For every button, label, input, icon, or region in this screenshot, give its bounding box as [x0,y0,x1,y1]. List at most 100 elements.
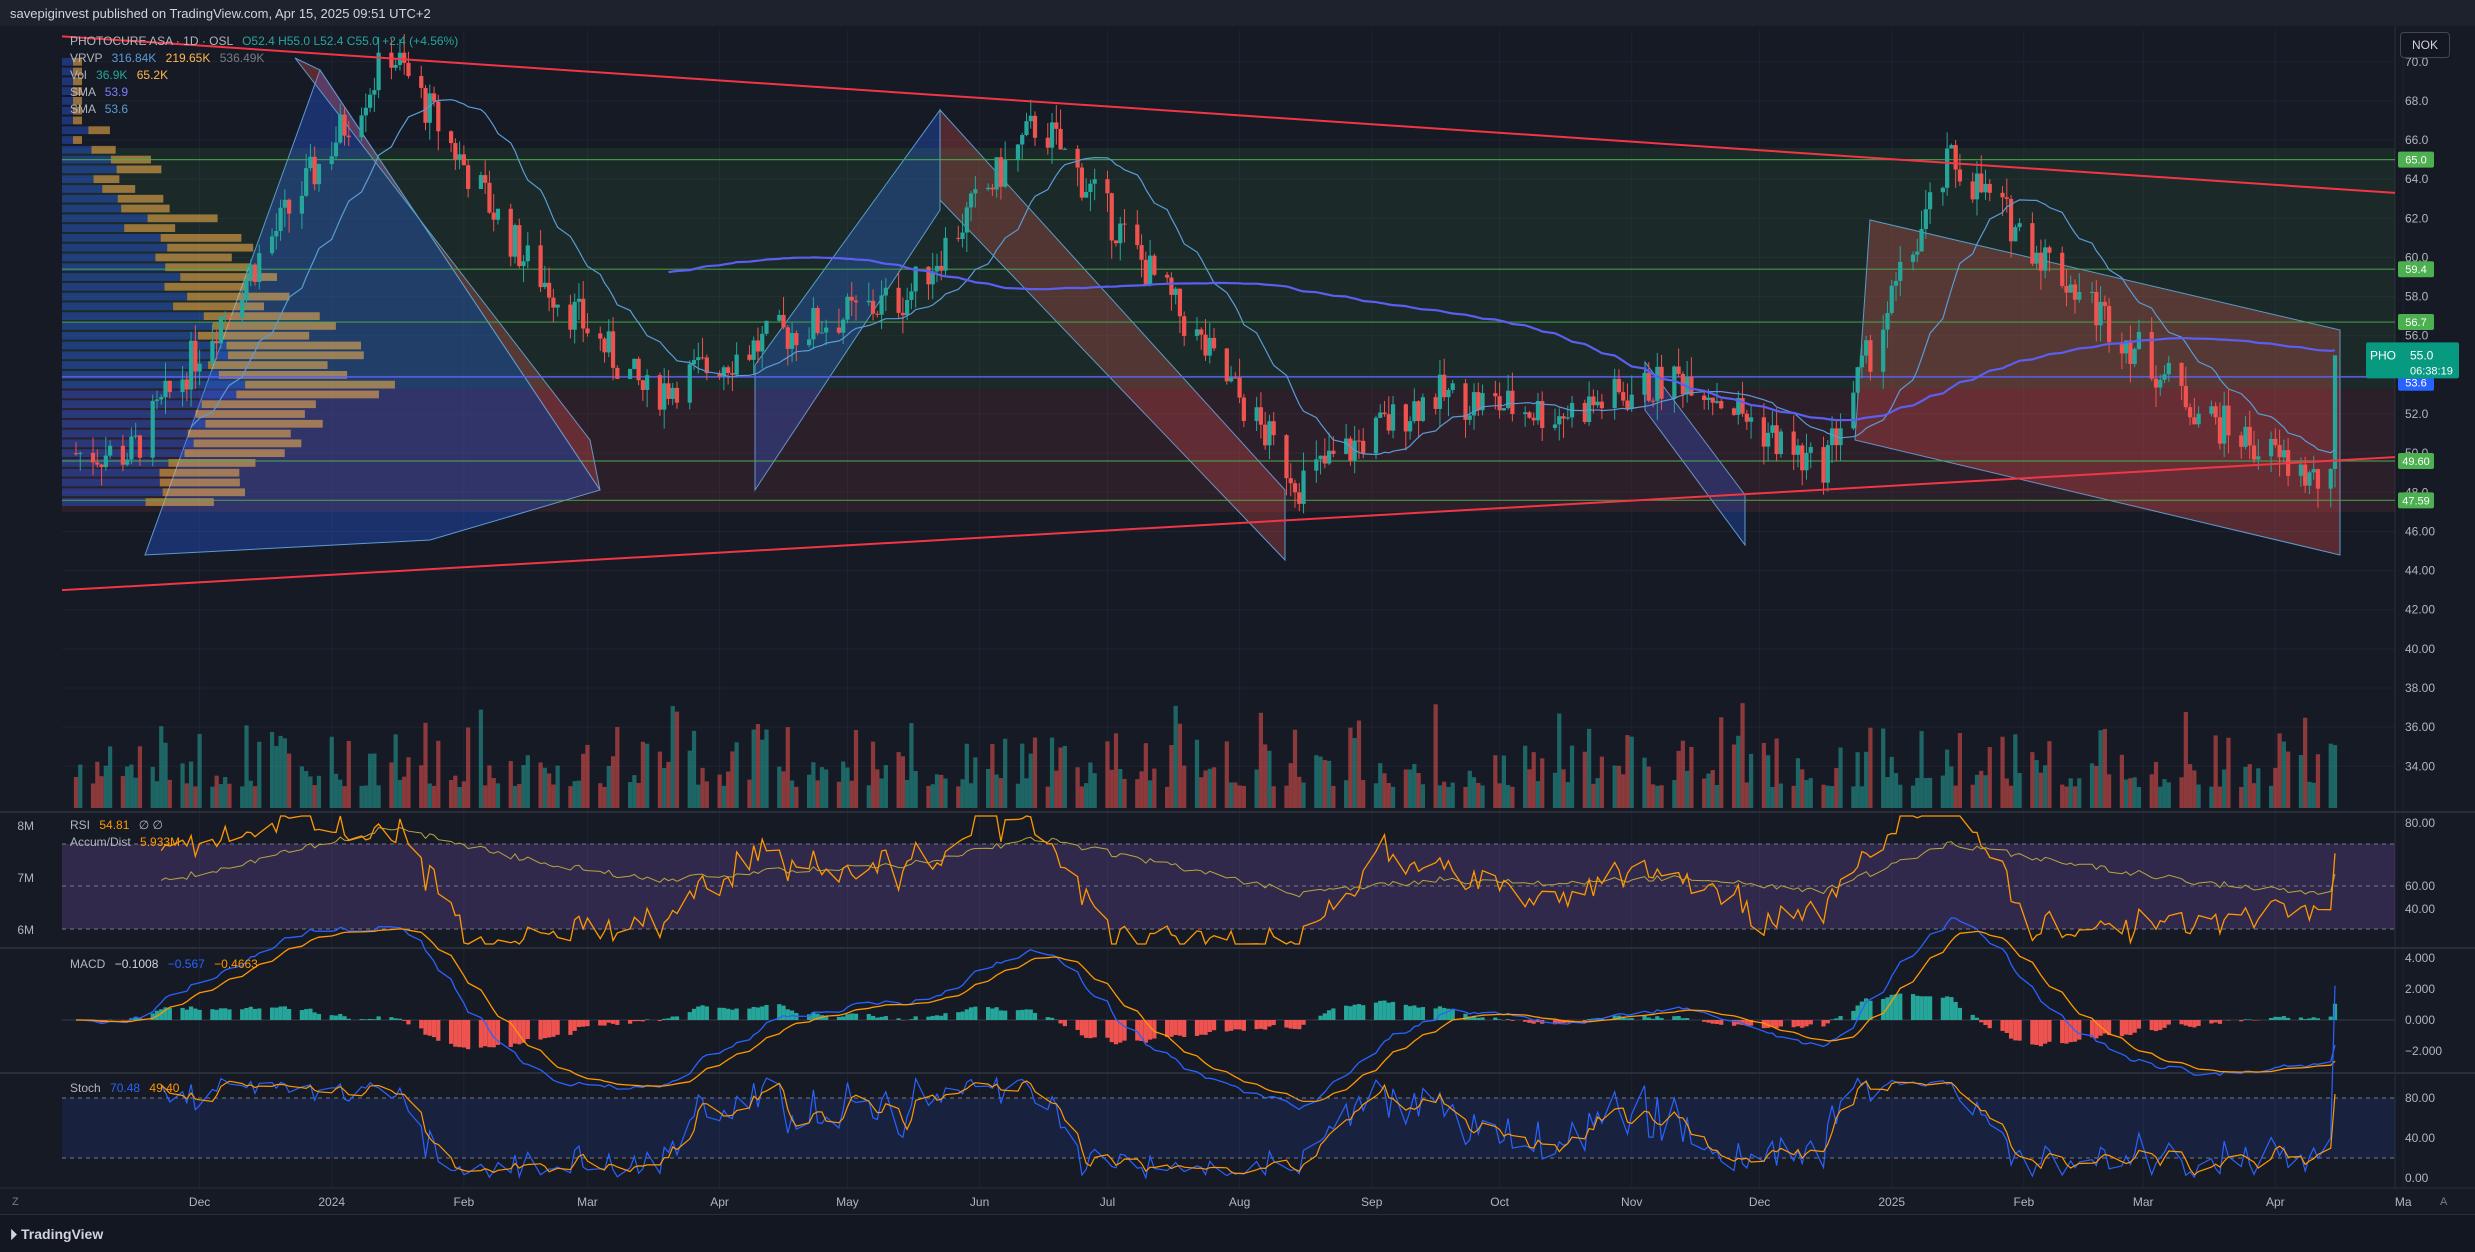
legend-rsi[interactable]: RSI 54.81 ∅ ∅ [70,818,163,832]
last-price-symbol: PHO [2370,348,2396,362]
macd-hist-bar [347,1019,351,1020]
price-level-label-5: 49.60 [2402,456,2430,468]
chart-canvas[interactable]: 70.068.066.064.062.060.058.056.054.052.0… [0,26,2475,1214]
candle-body [2060,253,2064,286]
candle-body [1838,428,1842,445]
macd-hist-bar [1178,1020,1182,1036]
vol-label: Vol [70,68,87,82]
profile-row-down [163,488,245,496]
macd-hist-bar [1259,1020,1263,1029]
candle-body [1208,338,1212,356]
candle-body [573,302,577,330]
macd-tick-0: 4.000 [2405,951,2435,965]
candle-body [1033,116,1037,138]
candle-body [313,157,317,184]
volume-bar [1139,771,1143,808]
candle-body [969,193,973,207]
candle-body [99,465,103,468]
legend-stoch[interactable]: Stoch 70.48 49.40 [70,1081,179,1095]
volume-bar [253,786,257,808]
volume-bar [453,776,457,808]
macd-tick-3: −2.000 [2405,1044,2442,1058]
volume-bar [513,786,517,808]
legend-sma-1[interactable]: SMA 53.9 [70,85,128,99]
macd-hist-bar [330,1015,334,1020]
macd-hist-bar [257,1008,261,1020]
tradingview-logo[interactable]: ⏵TradingView [10,1226,103,1243]
corner-left[interactable]: Z [12,1196,19,1208]
candle-body [1259,407,1263,424]
macd-hist-bar [692,1009,696,1020]
currency-button[interactable]: NOK [2400,32,2450,58]
macd-hist-bar [2005,1020,2009,1033]
profile-row-up [62,136,73,144]
macd-hist-bar [850,1013,854,1020]
candle-body [2222,406,2226,444]
volume-bar [2196,784,2200,808]
candle-body [1804,453,1808,470]
macd-hist-bar [1898,994,1902,1020]
candle-body [1821,447,1825,483]
candle-body [168,381,172,392]
candle-body [581,299,585,329]
volume-bar [960,779,964,808]
macd-hist-bar [1979,1020,1983,1022]
candle-body [2277,445,2281,457]
macd-hist-bar [607,1020,611,1023]
profile-row-up [62,205,121,213]
profile-row-up [62,351,228,359]
volume-bar [1076,767,1080,808]
macd-hist-bar [1915,996,1919,1020]
legend-macd[interactable]: MACD −0.1008 −0.567 −0.4663 [70,957,258,971]
candle-body [2196,414,2200,425]
candle-body [611,331,615,368]
candle-body [909,291,913,300]
candle-body [568,305,572,330]
candle-body [999,157,1003,186]
candle-body [824,328,828,333]
volume-bar [1804,780,1808,808]
macd-hist-bar [632,1020,636,1021]
macd-hist-bar [1830,1019,1834,1020]
legend-accum-dist[interactable]: Accum/Dist 5.933M [70,835,180,849]
volume-bar [730,751,734,808]
candle-body [662,383,666,409]
candle-body [457,154,461,159]
volume-bar [2133,777,2137,808]
candle-body [960,233,964,239]
volume-bar [129,765,133,808]
candle-body [577,299,581,302]
candle-body [841,320,845,333]
macd-hist-bar [466,1020,470,1049]
vol-v2: 65.2K [137,68,168,82]
volume-bar [1493,755,1497,808]
macd-hist-bar [287,1009,291,1020]
macd-hist-bar [436,1020,440,1041]
volume-bar [1323,760,1327,808]
volume-bar [986,769,990,808]
legend-vrvp[interactable]: VRVP 316.84K 219.65K 536.49K [70,51,264,65]
macd-hist-bar [1983,1020,1987,1025]
macd-hist-bar [1676,1016,1680,1020]
volume-bar [240,786,244,808]
volume-bar [2077,778,2081,808]
volume-bar [180,763,184,808]
volume-bar [1284,786,1288,808]
volume-bar [2303,718,2307,808]
candle-body [645,375,649,390]
volume-bar [1063,746,1067,808]
time-tick-11: Nov [1621,1195,1642,1209]
corner-right[interactable]: A [2440,1196,2447,1208]
macd-hist-bar [956,1012,960,1020]
candle-body [1105,179,1109,193]
profile-row-up [62,293,187,301]
legend-title-row[interactable]: PHOTOCURE ASA · 1D · OSL O52.4 H55.0 L52… [70,34,458,48]
legend-sma-2[interactable]: SMA 53.6 [70,102,128,116]
macd-hist-bar [641,1020,645,1021]
volume-bar [811,762,815,808]
legend-vol[interactable]: Vol 36.9K 65.2K [70,68,168,82]
macd-hist-bar [909,1019,913,1020]
macd-hist-bar [939,1016,943,1020]
volume-bar [1135,779,1139,808]
volume-bar [270,732,274,808]
